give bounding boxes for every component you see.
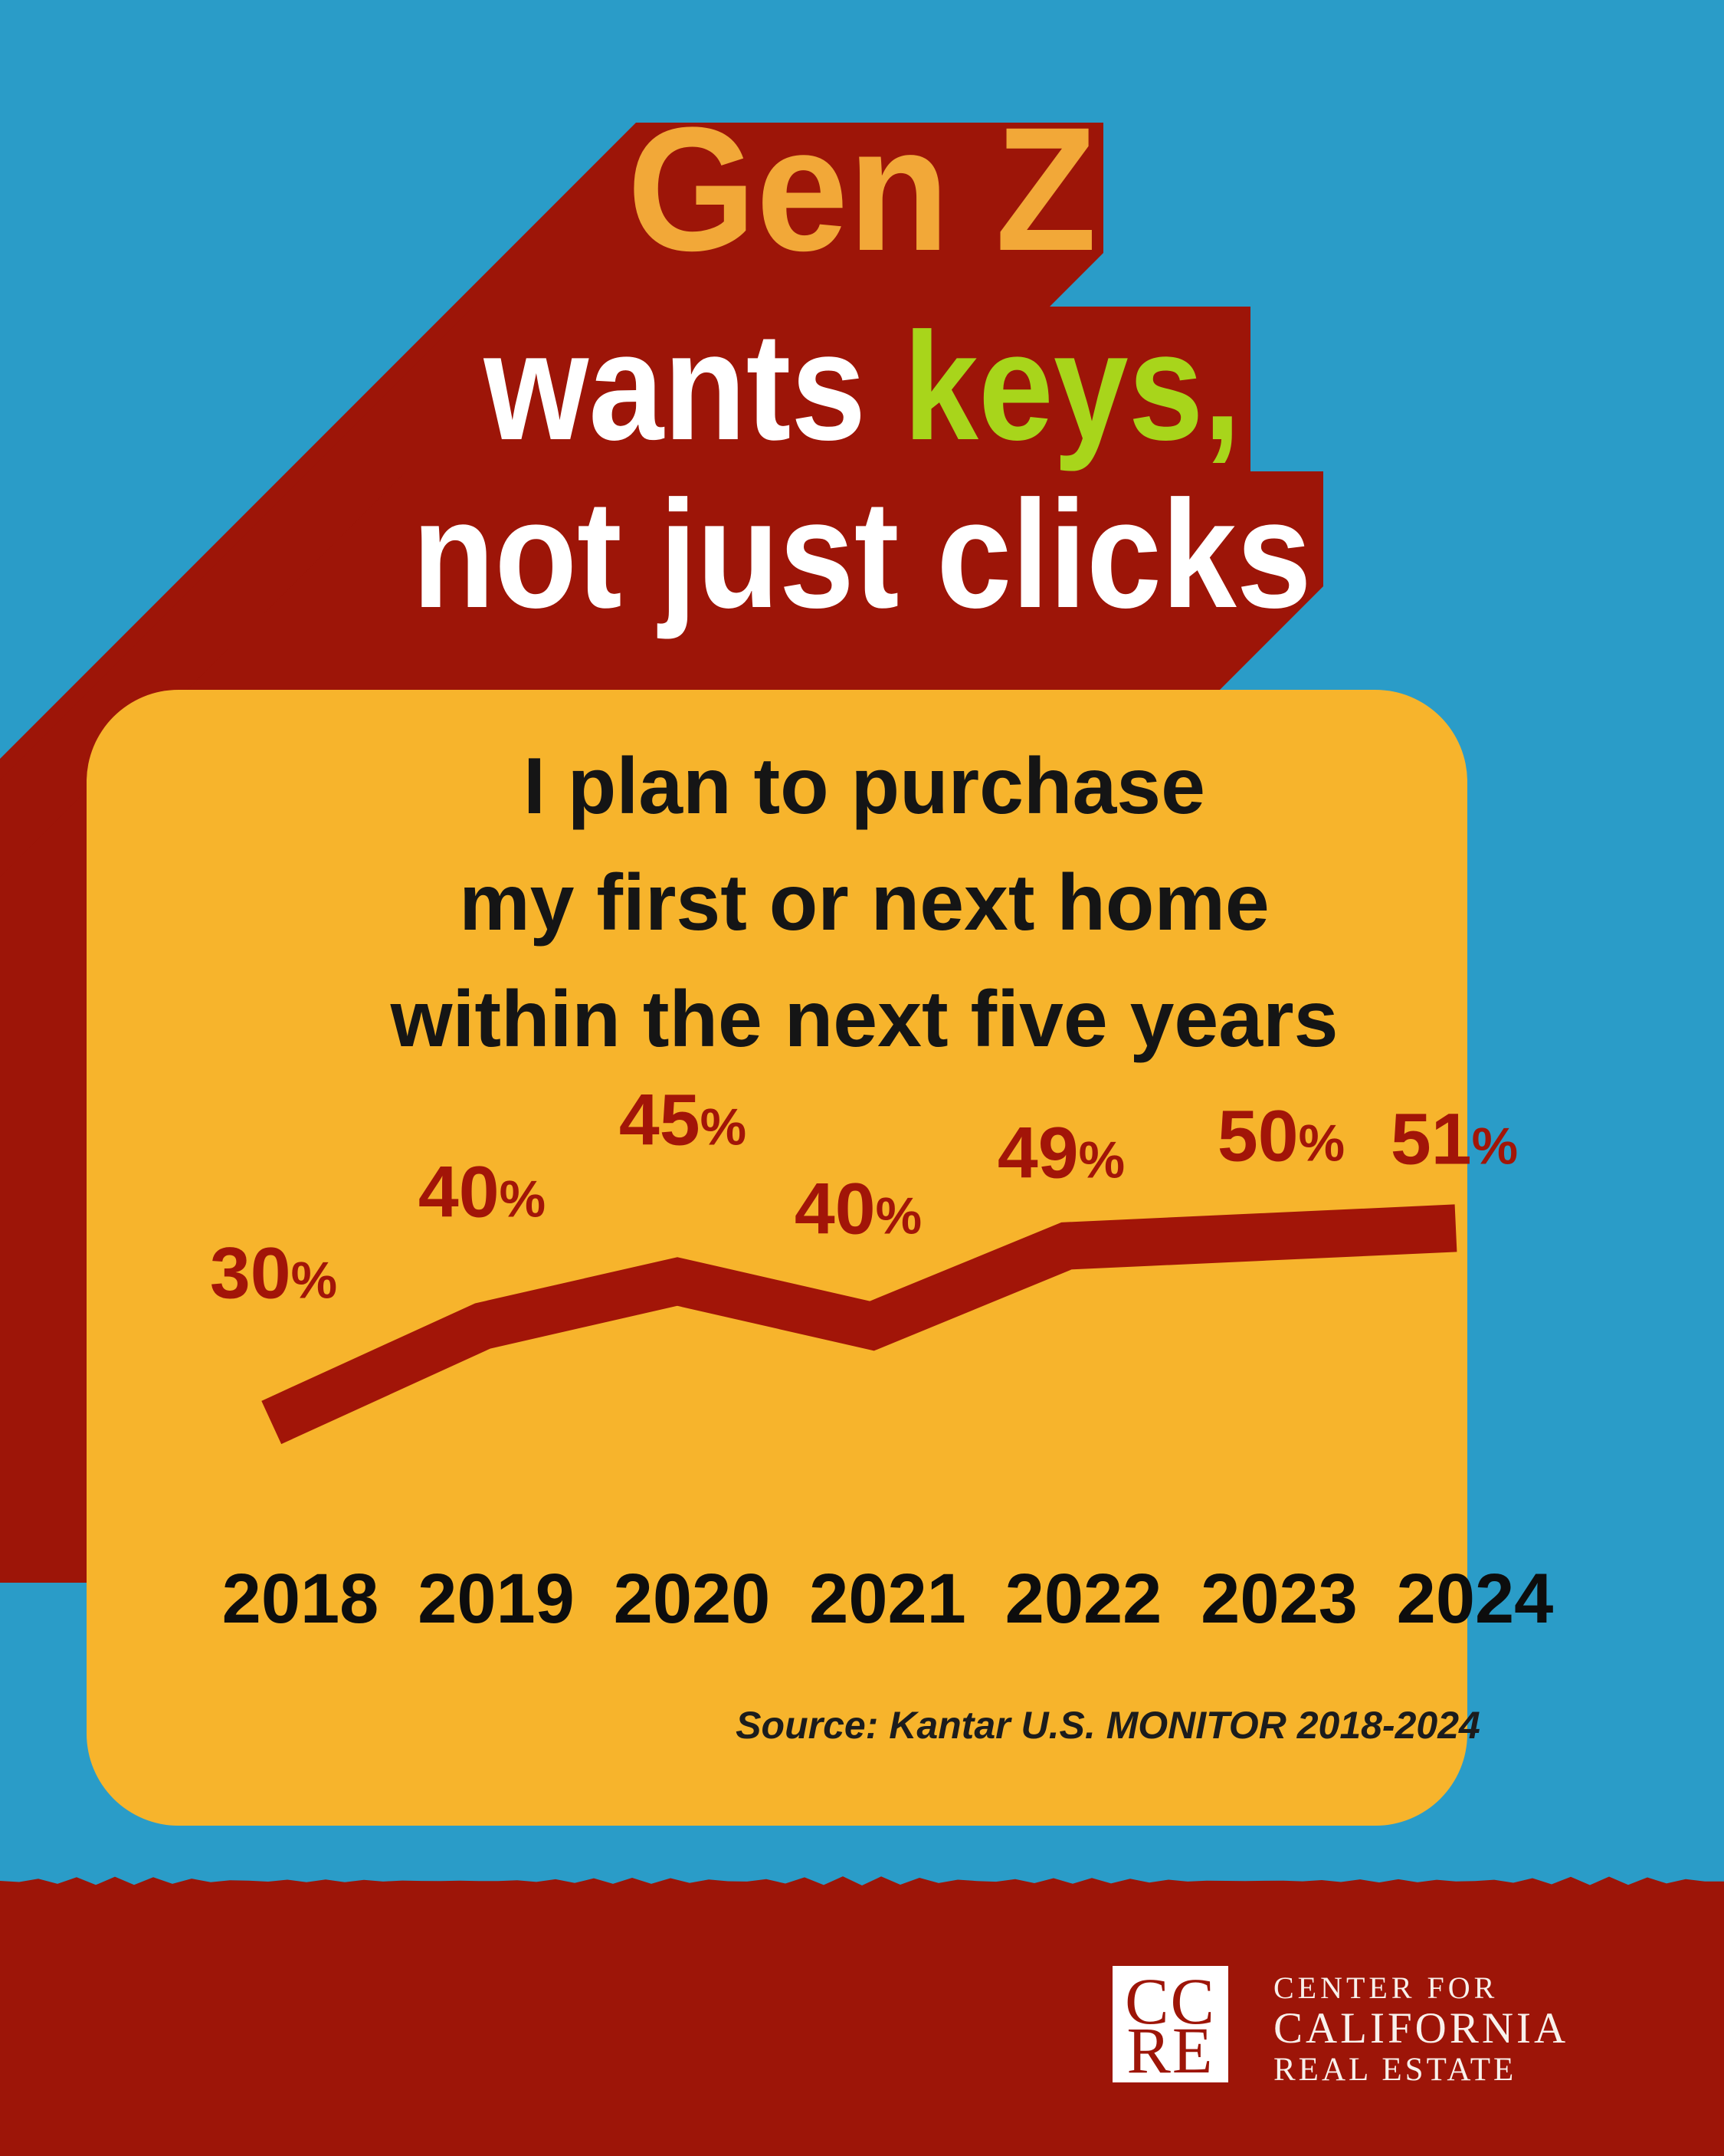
chart-value-number: 45	[618, 1079, 700, 1161]
org-name-line-2: CALIFORNIA	[1273, 2004, 1569, 2053]
chart-value-label: 40%	[795, 1168, 922, 1252]
chart-value-percent-sign: %	[1471, 1117, 1519, 1176]
chart-value-label: 30%	[210, 1232, 337, 1316]
source-note: Source: Kantar U.S. MONITOR 2018-2024	[736, 1704, 1480, 1747]
ccre-logo-bottom-letters: RE	[1126, 2013, 1214, 2082]
chart-year-label: 2021	[809, 1560, 966, 1638]
chart-value-number: 51	[1390, 1098, 1472, 1180]
chart-value-label: 40%	[418, 1151, 546, 1235]
chart-value-number: 40	[794, 1168, 876, 1250]
chart-value-percent-sign: %	[700, 1098, 747, 1157]
ccre-logo-top-letters: CC	[1125, 1966, 1216, 2038]
chart-year-label: 2020	[613, 1560, 771, 1638]
chart-value-label: 50%	[1218, 1095, 1345, 1179]
org-name-line-3: REAL ESTATE	[1273, 2052, 1517, 2088]
headline-keys-text: keys,	[903, 301, 1241, 472]
ccre-logo: CC RE	[1113, 1966, 1228, 2082]
chart-value-percent-sign: %	[1078, 1131, 1126, 1190]
chart-value-number: 40	[418, 1151, 500, 1233]
trend-line-chart	[261, 1204, 1457, 1445]
chart-value-label: 51%	[1391, 1098, 1518, 1182]
card-heading-line-2: my first or next home	[459, 858, 1270, 947]
chart-value-number: 30	[209, 1232, 291, 1314]
card-heading: I plan to purchase my first or next home…	[174, 728, 1555, 1078]
headline-clicks-text: not just clicks	[412, 469, 1312, 640]
footer-torn-edge	[0, 1876, 1724, 1887]
card-heading-line-1: I plan to purchase	[523, 742, 1205, 831]
trend-line	[261, 1204, 1457, 1445]
chart-value-percent-sign: %	[290, 1251, 338, 1310]
chart-year-label: 2018	[221, 1560, 379, 1638]
chart-value-number: 50	[1217, 1095, 1299, 1177]
footer-band: CC RE CENTER FOR CALIFORNIA REAL ESTATE	[0, 1876, 1724, 2156]
chart-year-label: 2023	[1201, 1560, 1358, 1638]
chart-year-label: 2024	[1396, 1560, 1554, 1638]
chart-value-percent-sign: %	[499, 1170, 546, 1229]
chart-year-label: 2022	[1005, 1560, 1162, 1638]
card-heading-line-3: within the next five years	[390, 975, 1339, 1064]
chart-year-label: 2019	[418, 1560, 575, 1638]
headline-line-3: not just clicks	[0, 478, 1724, 632]
chart-value-label: 45%	[619, 1079, 746, 1163]
headline-line-1: Gen Z	[0, 101, 1724, 277]
org-name-line-1: CENTER FOR	[1273, 1971, 1499, 2005]
headline-wants-text: wants	[483, 301, 903, 472]
chart-value-percent-sign: %	[875, 1186, 923, 1245]
headline-line-2: wants keys,	[0, 310, 1724, 464]
chart-value-percent-sign: %	[1298, 1114, 1345, 1173]
stat-card: I plan to purchase my first or next home…	[87, 690, 1553, 1826]
chart-value-number: 49	[997, 1112, 1079, 1194]
headline-genz-text: Gen Z	[627, 90, 1097, 287]
chart-value-label: 49%	[998, 1112, 1125, 1196]
